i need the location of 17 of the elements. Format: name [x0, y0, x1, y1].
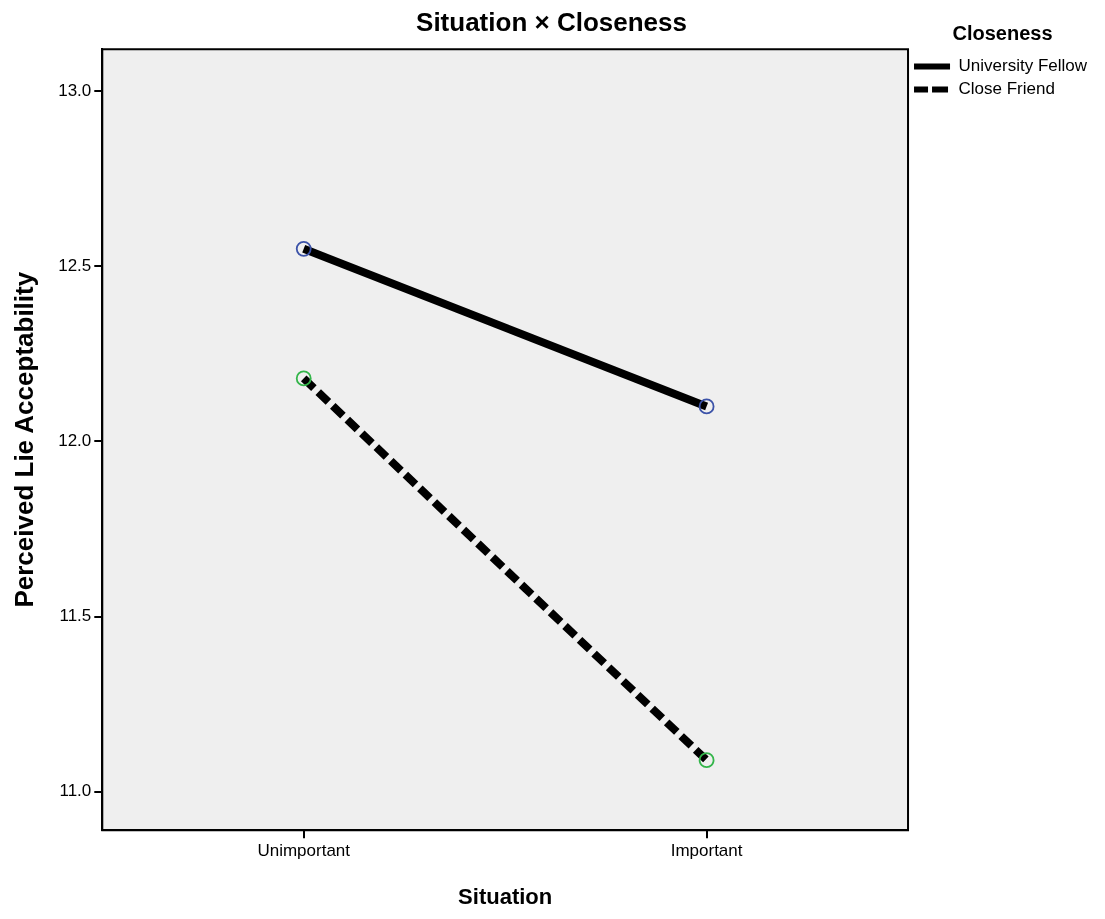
y-tick-label: 12.5: [58, 256, 92, 276]
y-tick-label: 12.0: [58, 431, 92, 451]
point: [295, 240, 312, 257]
y-tick-label: 11.0: [59, 781, 92, 801]
legend-title: Closeness: [952, 21, 1053, 44]
point: [295, 370, 312, 387]
x-axis-title: Situation: [458, 883, 553, 909]
legend-label: University Fellow: [958, 56, 1088, 76]
point: [698, 398, 715, 415]
point: [698, 752, 715, 769]
y-tick-label: 11.5: [59, 606, 92, 626]
y-tick-label: 13.0: [58, 80, 92, 100]
chart-title: Situation × Closeness: [416, 6, 687, 37]
x-tick-label: Unimportant: [257, 841, 351, 861]
legend-label: Close Friend: [958, 79, 1055, 99]
x-tick-label: Important: [670, 841, 743, 861]
y-axis-title: Perceived Lie Acceptability: [8, 271, 39, 608]
